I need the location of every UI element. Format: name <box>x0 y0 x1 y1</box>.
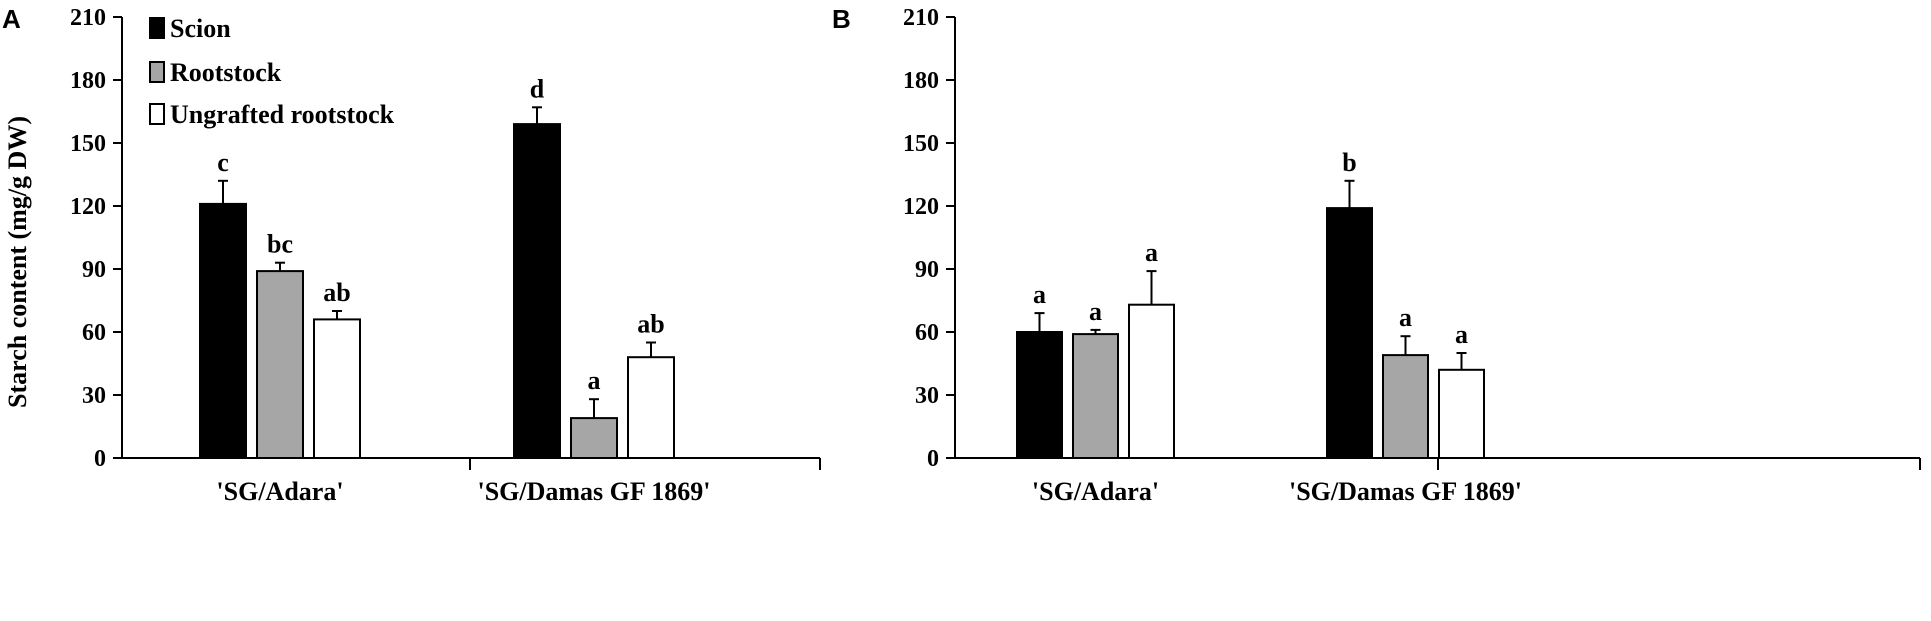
bar-ungrafted <box>313 318 361 459</box>
significance-letter: ab <box>637 310 664 339</box>
legend-swatch-scion <box>149 17 165 39</box>
significance-letter: d <box>530 74 545 103</box>
y-tick-label: 0 <box>94 446 106 472</box>
significance-letter: a <box>1033 280 1046 309</box>
y-tick-label: 210 <box>70 5 106 31</box>
legend-label-rootstock: Rootstock <box>170 58 282 87</box>
y-tick-label: 120 <box>903 194 939 220</box>
panel-b-category-labels: 'SG/Adara' 'SG/Damas GF 1869' <box>1032 477 1522 506</box>
y-tick-label: 150 <box>70 131 106 157</box>
panel-a-error-bars <box>218 106 656 419</box>
panel-a-bars <box>199 123 675 460</box>
y-tick-label: 30 <box>82 383 106 409</box>
bar-scion <box>199 202 247 459</box>
bar-rootstock <box>1072 333 1119 460</box>
legend-swatch-rootstock <box>149 61 165 83</box>
panel-a: A Starch content (mg/g DW) 0 30 60 90 120 150… <box>2 4 821 506</box>
bar-rootstock <box>1382 354 1429 460</box>
category-label: 'SG/Damas GF 1869' <box>477 477 710 506</box>
panel-b-error-bars <box>1034 179 1467 370</box>
legend: Scion Rootstock Ungrafted rootstock <box>149 14 395 129</box>
bar-ungrafted <box>627 356 675 460</box>
panel-b-y-ticks: 0 30 60 90 120 150 180 210 <box>903 5 955 472</box>
panel-b-label: B <box>832 4 851 34</box>
y-tick-label: 180 <box>903 68 939 94</box>
significance-letter: a <box>1145 238 1158 267</box>
panel-a-label: A <box>2 4 21 34</box>
panel-a-y-ticks: 0 30 60 90 120 150 180 210 <box>70 5 122 472</box>
significance-letter: a <box>1455 320 1468 349</box>
significance-letter: a <box>1399 303 1412 332</box>
y-tick-label: 90 <box>82 257 106 283</box>
category-label: 'SG/Adara' <box>216 477 343 506</box>
y-tick-label: 210 <box>903 5 939 31</box>
legend-label-ungrafted-rootstock: Ungrafted rootstock <box>170 100 395 129</box>
y-tick-label: 60 <box>915 320 939 346</box>
panel-b-significance-letters: a a a b a a <box>1033 148 1468 349</box>
bar-rootstock <box>570 417 618 460</box>
bar-rootstock <box>256 270 304 459</box>
significance-letter: ab <box>323 278 350 307</box>
bar-scion <box>513 123 561 459</box>
y-tick-label: 90 <box>915 257 939 283</box>
legend-label-scion: Scion <box>170 14 231 43</box>
bar-ungrafted <box>1438 368 1485 459</box>
category-label: 'SG/Adara' <box>1032 477 1159 506</box>
panel-b-bars <box>1016 207 1485 460</box>
legend-swatch-ungrafted <box>149 103 165 125</box>
significance-letter: c <box>217 148 229 177</box>
significance-letter: bc <box>267 230 293 259</box>
y-axis-title: Starch content (mg/g DW) <box>3 116 32 408</box>
y-tick-label: 180 <box>70 68 106 94</box>
bar-ungrafted <box>1128 303 1175 460</box>
significance-letter: a <box>1089 297 1102 326</box>
y-tick-label: 120 <box>70 194 106 220</box>
significance-letter: b <box>1342 148 1356 177</box>
category-label: 'SG/Damas GF 1869' <box>1289 477 1522 506</box>
y-tick-label: 60 <box>82 320 106 346</box>
significance-letter: a <box>588 366 601 395</box>
y-tick-label: 30 <box>915 383 939 409</box>
y-tick-label: 0 <box>927 446 939 472</box>
y-tick-label: 150 <box>903 131 939 157</box>
panel-a-significance-letters: c bc ab d a ab <box>217 74 665 395</box>
panel-a-category-labels: 'SG/Adara' 'SG/Damas GF 1869' <box>216 477 710 506</box>
bar-scion <box>1326 207 1373 459</box>
bar-scion <box>1016 331 1063 459</box>
